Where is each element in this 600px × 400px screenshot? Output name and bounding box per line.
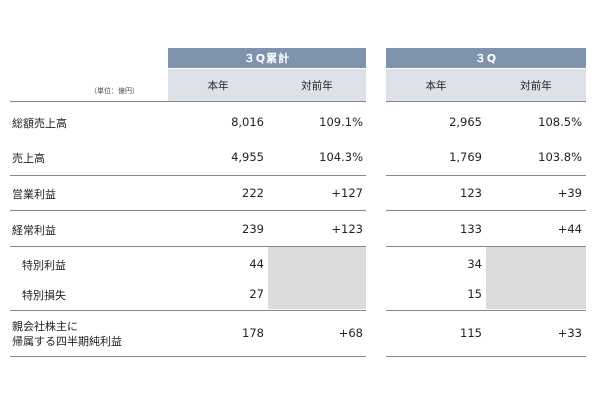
cell-value: 103.8% [538, 150, 582, 164]
group2-col-yoy: 対前年 [520, 80, 552, 92]
row-label: 営業利益 [12, 188, 56, 201]
group2-col-current: 本年 [425, 80, 447, 92]
cell-value: 109.1% [319, 115, 363, 129]
table-top-line [386, 101, 586, 102]
cell-value: +44 [557, 222, 582, 236]
table-bottom-line [386, 356, 586, 357]
cell-value: 104.3% [319, 150, 363, 164]
cell-value: 222 [242, 186, 264, 200]
cell-value: 4,955 [231, 150, 264, 164]
cell-value: 8,016 [231, 115, 264, 129]
row-divider [10, 246, 366, 247]
cell-value: 2,965 [449, 115, 482, 129]
row-label: 特別利益 [22, 259, 66, 272]
empty-cell [268, 247, 366, 309]
row-label-line1: 親会社株主に [12, 320, 78, 333]
row-divider [10, 175, 366, 176]
cell-value: 133 [460, 222, 482, 236]
row-label: 経常利益 [12, 224, 56, 237]
row-divider [10, 310, 366, 311]
table-bottom-line [10, 356, 366, 357]
row-divider [386, 310, 586, 311]
cell-value: 34 [467, 257, 482, 271]
cell-value: +123 [331, 222, 363, 236]
group1-col-current: 本年 [207, 80, 229, 92]
cell-value: 15 [467, 287, 482, 301]
group2-subheader [386, 69, 586, 101]
unit-label: （単位：億円） [90, 87, 139, 95]
row-label: 特別損失 [22, 289, 66, 302]
group1-title: ３Q累計 [168, 48, 366, 68]
row-label: 総額売上高 [12, 117, 67, 130]
row-divider [386, 246, 586, 247]
row-label-line2: 帰属する四半期純利益 [12, 335, 122, 348]
group1-col-yoy: 対前年 [301, 80, 333, 92]
row-divider [386, 175, 586, 176]
cell-value: 108.5% [538, 115, 582, 129]
cell-value: 27 [249, 287, 264, 301]
cell-value: +33 [557, 326, 582, 340]
cell-value: 123 [460, 186, 482, 200]
cell-value: 239 [242, 222, 264, 236]
row-divider [386, 210, 586, 211]
row-label: 売上高 [12, 152, 45, 165]
cell-value: +39 [557, 186, 582, 200]
table-top-line [10, 101, 366, 102]
cell-value: 178 [242, 326, 264, 340]
cell-value: +127 [331, 186, 363, 200]
group2-title: ３Q [386, 48, 586, 68]
group1-subheader [168, 69, 366, 101]
cell-value: +68 [338, 326, 363, 340]
empty-cell [486, 247, 586, 309]
cell-value: 115 [460, 326, 482, 340]
cell-value: 44 [249, 257, 264, 271]
row-divider [10, 210, 366, 211]
cell-value: 1,769 [449, 150, 482, 164]
